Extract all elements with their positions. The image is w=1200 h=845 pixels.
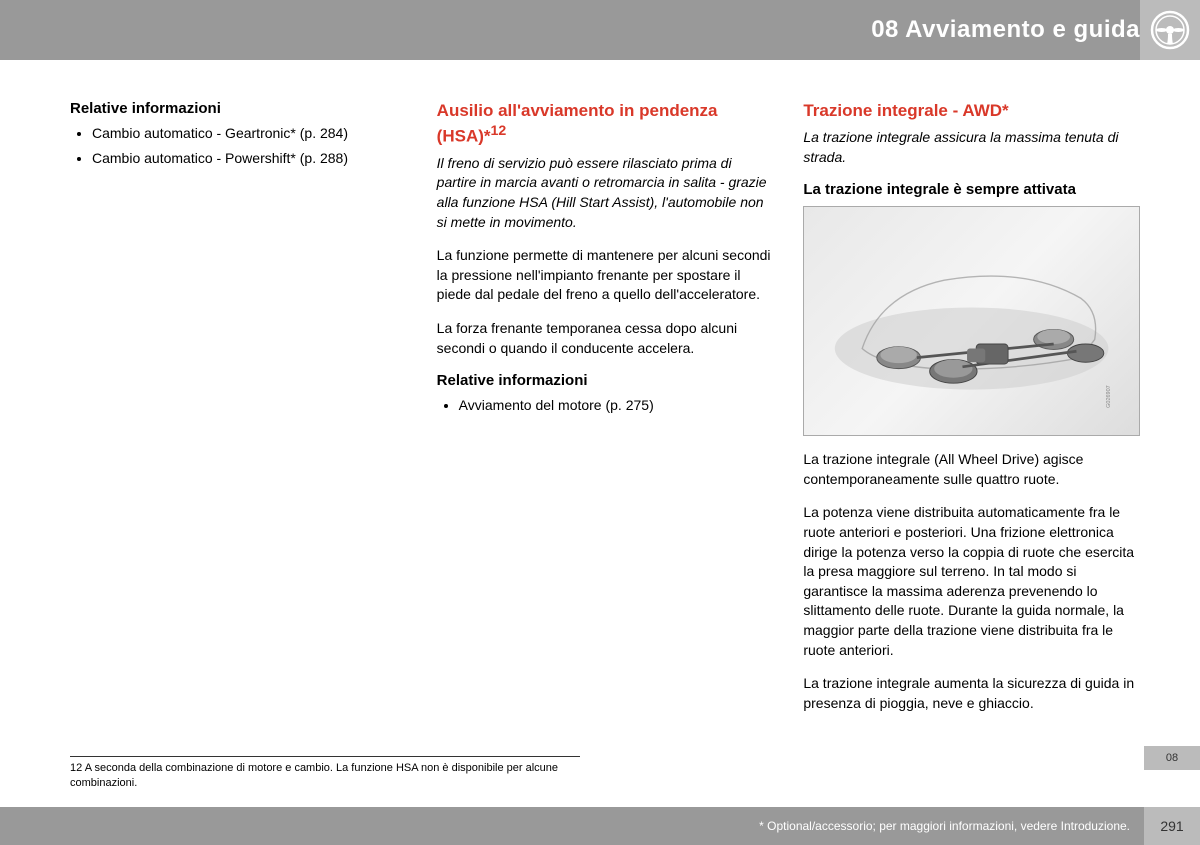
col1-heading: Relative informazioni [70,100,407,117]
footnote-number: 12 [70,762,82,774]
car-chassis-illustration: G026907 [821,230,1122,412]
content-area: Relative informazioni Cambio automatico … [0,60,1200,800]
col3-intro: La trazione integrale assicura la massim… [803,128,1140,167]
side-tab: 08 [1144,746,1200,770]
col1-bullets: Cambio automatico - Geartronic* (p. 284)… [92,123,407,169]
col2-bullets: Avviamento del motore (p. 275) [459,395,774,416]
col3-para2: La potenza viene distribuita automaticam… [803,503,1140,660]
steering-wheel-icon [1150,10,1190,50]
footnote-area: 12 A seconda della combinazione di motor… [70,756,580,790]
column-1: Relative informazioni Cambio automatico … [70,100,407,800]
awd-figure: G026907 [803,206,1140,436]
list-item: Cambio automatico - Powershift* (p. 288) [92,148,407,169]
col2-para2: La forza frenante temporanea cessa dopo … [437,319,774,358]
col2-para1: La funzione permette di mantenere per al… [437,246,774,305]
page-header: 08 Avviamento e guida [0,0,1200,60]
column-2: Ausilio all'avviamento in pendenza (HSA)… [437,100,774,800]
col2-red-heading: Ausilio all'avviamento in pendenza (HSA)… [437,100,774,148]
list-item: Avviamento del motore (p. 275) [459,395,774,416]
page-footer: * Optional/accessorio; per maggiori info… [0,807,1200,845]
header-title: 08 Avviamento e guida [871,16,1140,44]
footer-note: Optional/accessorio; per maggiori inform… [767,819,1130,833]
col2-sub-heading: Relative informazioni [437,372,774,389]
figure-ref: G026907 [1106,385,1112,408]
col2-intro: Il freno di servizio può essere rilascia… [437,154,774,232]
column-3: Trazione integrale - AWD* La trazione in… [803,100,1140,800]
heading-superscript: 12 [491,123,507,139]
col3-sub-heading: La trazione integrale è sempre attivata [803,181,1140,198]
col3-para3: La trazione integrale aumenta la sicurez… [803,674,1140,713]
header-icon-box [1140,0,1200,60]
footer-text: * Optional/accessorio; per maggiori info… [759,819,1144,833]
heading-text: Ausilio all'avviamento in pendenza (HSA)… [437,101,718,146]
col3-para1: La trazione integrale (All Wheel Drive) … [803,450,1140,489]
list-item: Cambio automatico - Geartronic* (p. 284) [92,123,407,144]
col3-red-heading: Trazione integrale - AWD* [803,100,1140,122]
page-number: 291 [1144,807,1200,845]
footer-asterisk: * [759,819,764,833]
footnote: 12 A seconda della combinazione di motor… [70,761,580,790]
footnote-text: A seconda della combinazione di motore e… [70,762,558,788]
